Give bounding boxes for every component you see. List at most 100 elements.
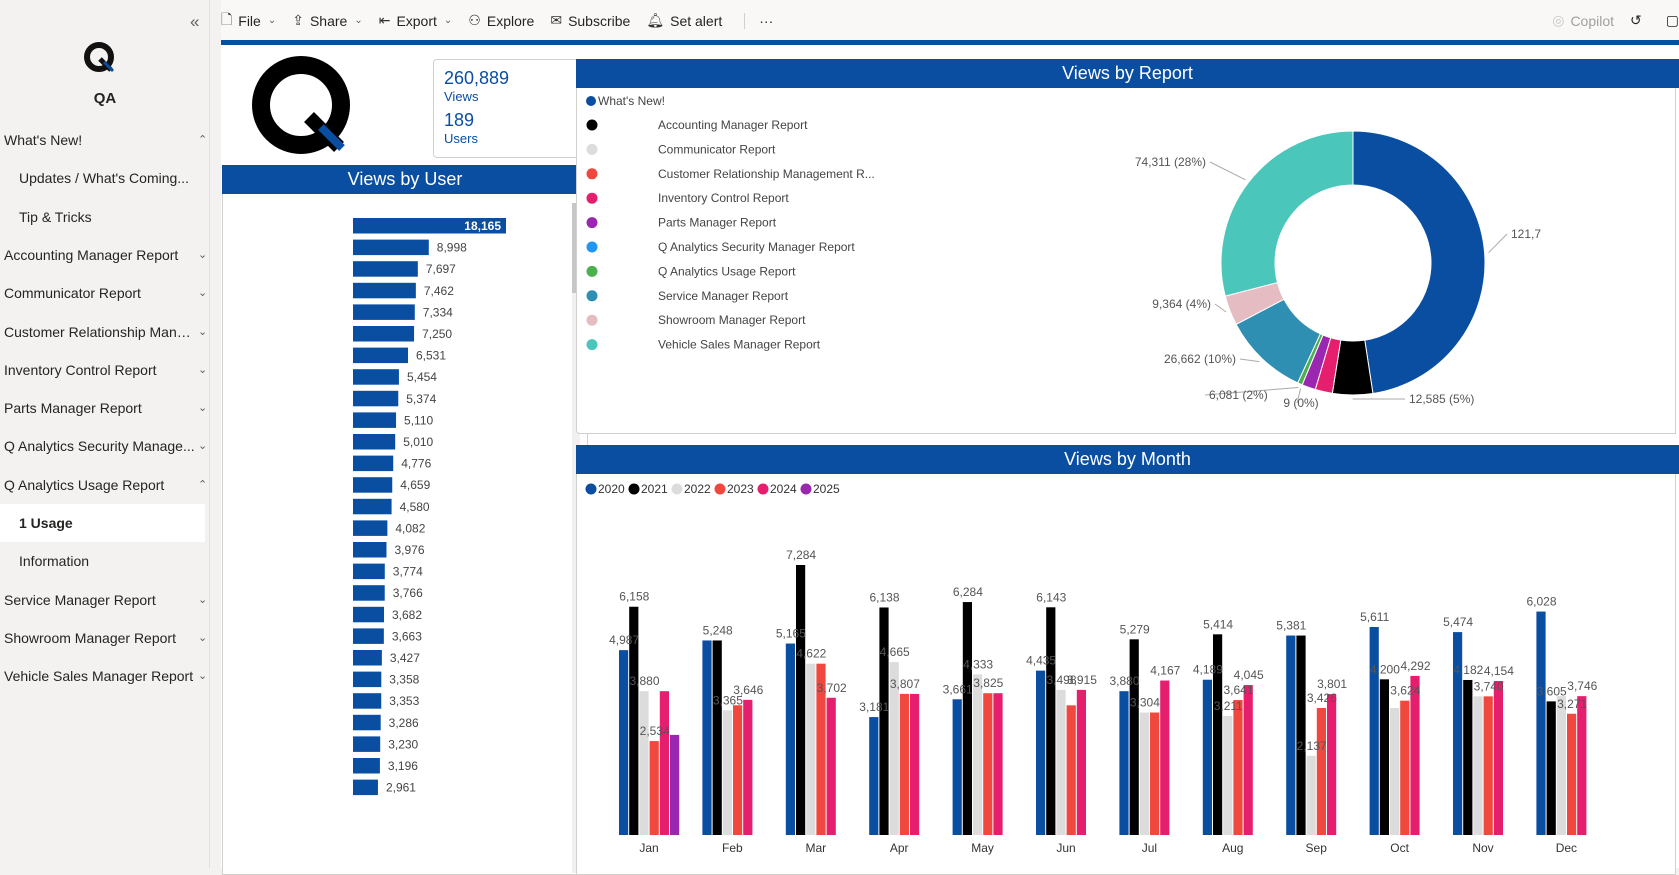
legend-item[interactable]: Q Analytics Usage Report [658, 264, 796, 278]
export-menu[interactable]: ⇤Export⌄ [379, 12, 453, 29]
month-bar[interactable] [1150, 713, 1159, 835]
legend-item[interactable]: Service Manager Report [658, 289, 789, 303]
user-bar[interactable] [353, 693, 381, 709]
legend-item[interactable]: Q Analytics Security Manager Report [658, 240, 855, 254]
user-bar[interactable] [353, 412, 396, 428]
set-alert-button[interactable]: 🔔︎Set alert [646, 12, 722, 29]
user-bar[interactable] [353, 780, 378, 796]
month-bar[interactable] [1557, 696, 1566, 835]
reset-icon[interactable]: ↺ [1630, 12, 1642, 29]
nav-item-9[interactable]: Q Analytics Usage Report⌃ [0, 466, 220, 504]
chevron-down-icon[interactable]: ⌄ [198, 286, 207, 299]
month-bar[interactable] [1286, 636, 1295, 835]
month-bar[interactable] [973, 674, 982, 835]
user-bar[interactable] [353, 240, 429, 256]
month-bar[interactable] [1463, 680, 1472, 835]
user-bar[interactable] [353, 564, 385, 580]
month-bar[interactable] [1317, 708, 1326, 835]
month-bar[interactable] [1400, 701, 1409, 835]
nav-item-1[interactable]: Updates / What's Coming... [0, 159, 220, 197]
more-options-button[interactable]: ··· [744, 13, 773, 29]
nav-item-10[interactable]: 1 Usage [0, 504, 205, 542]
month-bar[interactable] [650, 741, 659, 835]
user-bar[interactable] [353, 542, 386, 558]
month-bar[interactable] [1233, 700, 1242, 835]
legend-item[interactable]: 2020 [598, 482, 625, 496]
user-bar[interactable] [353, 283, 416, 299]
month-bar[interactable] [1577, 696, 1586, 835]
month-bar[interactable] [1536, 612, 1545, 835]
legend-item[interactable]: 2025 [813, 482, 840, 496]
month-bar[interactable] [1327, 694, 1336, 835]
month-bar[interactable] [963, 602, 972, 835]
user-bar[interactable] [353, 261, 418, 277]
views-by-report-legend[interactable]: What's New!Accounting Manager ReportComm… [586, 93, 986, 413]
month-bar[interactable] [1473, 696, 1482, 835]
month-bar[interactable] [796, 565, 805, 835]
nav-item-4[interactable]: Communicator Report⌄ [0, 274, 220, 312]
month-bar[interactable] [1203, 680, 1212, 835]
chevron-down-icon[interactable]: ⌄ [198, 401, 207, 414]
month-bar[interactable] [1056, 690, 1065, 835]
legend-item[interactable]: Parts Manager Report [658, 216, 777, 230]
month-bar[interactable] [733, 705, 742, 835]
month-bar[interactable] [786, 644, 795, 835]
month-bar[interactable] [1160, 681, 1169, 835]
user-bar[interactable] [353, 499, 392, 515]
month-bar[interactable] [702, 640, 711, 835]
chevron-up-icon[interactable]: ⌃ [198, 133, 207, 146]
legend-item[interactable]: 2023 [727, 482, 754, 496]
file-menu[interactable]: 🗋File⌄ [221, 9, 276, 33]
user-bar[interactable] [353, 369, 399, 385]
legend-item[interactable]: Accounting Manager Report [658, 118, 808, 132]
month-bar[interactable] [1547, 701, 1556, 835]
month-bar[interactable] [1223, 716, 1232, 835]
user-bar[interactable] [353, 607, 384, 623]
month-bar[interactable] [1307, 756, 1316, 835]
chevron-down-icon[interactable]: ⌄ [198, 248, 207, 261]
month-bar[interactable] [900, 694, 909, 835]
chevron-down-icon[interactable]: ⌄ [198, 325, 207, 338]
month-bar[interactable] [1077, 690, 1086, 835]
user-bar[interactable] [353, 348, 408, 364]
nav-item-14[interactable]: Vehicle Sales Manager Report⌄ [0, 657, 220, 695]
month-bar[interactable] [1410, 676, 1419, 835]
month-bar[interactable] [993, 693, 1002, 835]
month-bar[interactable] [1390, 708, 1399, 835]
copilot-button[interactable]: ◎Copilot [1552, 12, 1614, 29]
month-bar[interactable] [827, 698, 836, 835]
month-bar[interactable] [619, 650, 628, 835]
nav-item-5[interactable]: Customer Relationship Mana...⌄ [0, 313, 220, 351]
month-bar[interactable] [1370, 627, 1379, 835]
nav-item-11[interactable]: Information [0, 542, 220, 580]
month-bar[interactable] [639, 691, 648, 835]
nav-item-6[interactable]: Inventory Control Report⌄ [0, 351, 220, 389]
month-bar[interactable] [670, 735, 679, 835]
user-bar[interactable] [353, 391, 398, 407]
chevron-up-icon[interactable]: ⌃ [198, 478, 207, 491]
month-bar[interactable] [1380, 679, 1389, 835]
month-bar[interactable] [869, 717, 878, 835]
user-bar[interactable] [353, 758, 380, 774]
nav-item-8[interactable]: Q Analytics Security Manage...⌄ [0, 427, 220, 465]
month-bar[interactable] [1296, 636, 1305, 835]
month-bar[interactable] [1036, 671, 1045, 835]
month-bar[interactable] [743, 700, 752, 835]
month-bar[interactable] [1484, 696, 1493, 835]
bookmark-icon[interactable]: ▢ [1666, 12, 1679, 29]
user-bar[interactable] [353, 736, 380, 752]
month-bar[interactable] [1130, 639, 1139, 835]
month-bar[interactable] [1244, 685, 1253, 835]
nav-item-2[interactable]: Tip & Tricks [0, 198, 220, 236]
donut-slice[interactable] [1221, 131, 1353, 296]
user-bar[interactable] [353, 672, 381, 688]
chevron-down-icon[interactable]: ⌄ [198, 669, 207, 682]
chevron-down-icon[interactable]: ⌄ [198, 363, 207, 376]
chevron-down-icon[interactable]: ⌄ [198, 439, 207, 452]
user-bar[interactable] [353, 585, 385, 601]
nav-item-7[interactable]: Parts Manager Report⌄ [0, 389, 220, 427]
collapse-nav-icon[interactable]: « [190, 12, 199, 32]
month-bar[interactable] [1046, 607, 1055, 835]
month-bar[interactable] [953, 699, 962, 835]
user-bar[interactable] [353, 456, 393, 472]
